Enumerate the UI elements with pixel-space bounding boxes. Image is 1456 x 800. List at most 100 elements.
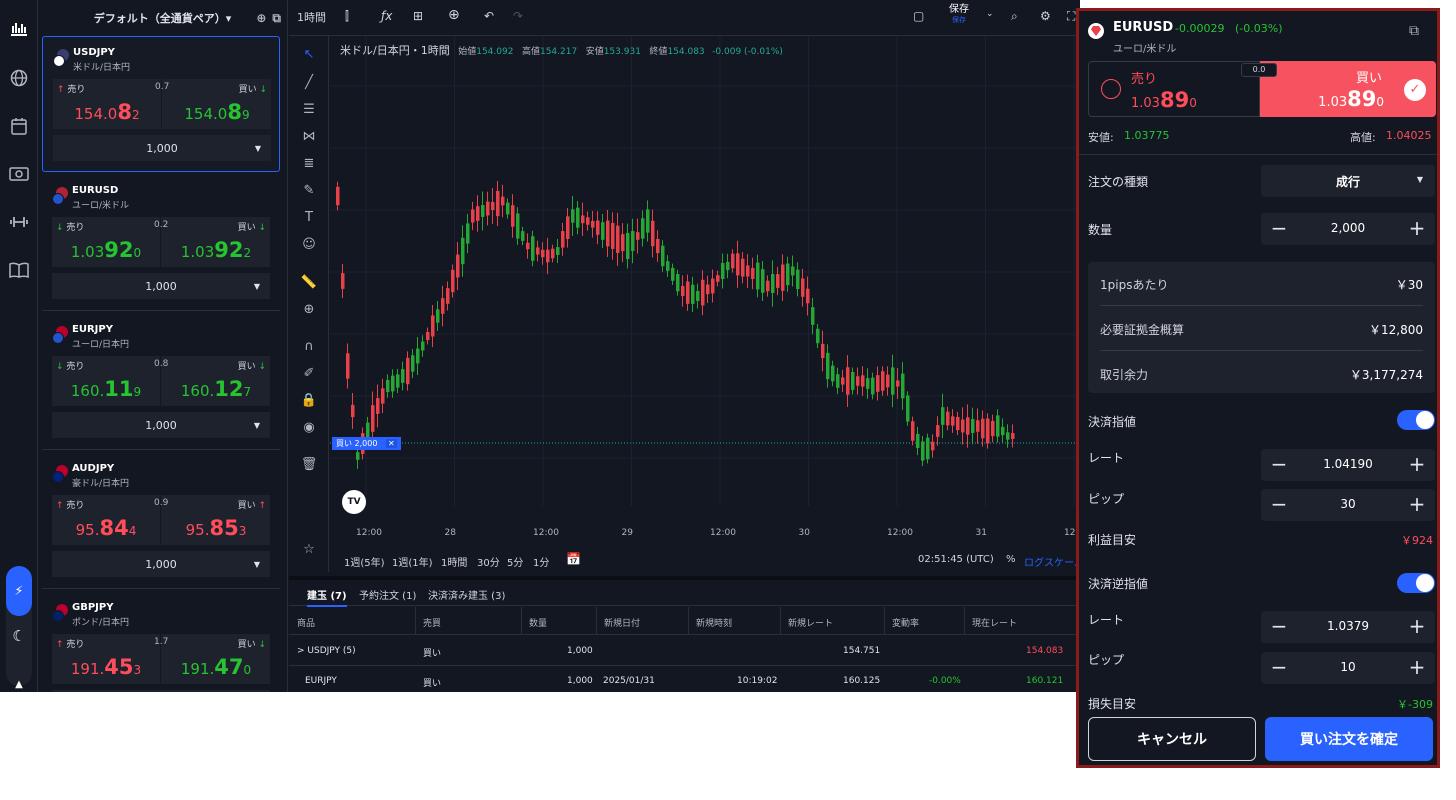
- plus-icon[interactable]: +: [1408, 614, 1426, 638]
- range-1h[interactable]: 1時間: [441, 558, 468, 569]
- star-icon[interactable]: ☆: [303, 541, 315, 557]
- stop-loss-toggle[interactable]: [1397, 573, 1435, 593]
- confirm-buy-button[interactable]: 買い注文を確定: [1265, 717, 1433, 761]
- add-circle-icon[interactable]: ⊕: [256, 11, 267, 25]
- tp-rate-value[interactable]: 1.04190: [1323, 457, 1373, 471]
- col-rate[interactable]: 新規レート: [788, 619, 834, 629]
- zoom-time-icon[interactable]: ⌕: [1011, 9, 1018, 23]
- candlestick-svg[interactable]: [330, 36, 1080, 550]
- plus-icon[interactable]: +: [1408, 216, 1426, 240]
- range-1w1y[interactable]: 1週(1年): [392, 558, 433, 569]
- bid-price-button[interactable]: 95.844: [52, 516, 160, 540]
- col-side[interactable]: 売買: [423, 619, 442, 629]
- trendline-icon[interactable]: ╱: [305, 74, 313, 90]
- bid-price-button[interactable]: 1.03920: [52, 238, 160, 262]
- watchlist-title[interactable]: デフォルト（全通貨ペア）▾: [93, 12, 232, 25]
- quantity-select[interactable]: 1,000▼: [52, 273, 270, 299]
- quantity-select[interactable]: 1,000▼: [53, 135, 271, 161]
- plus-icon[interactable]: +: [1408, 452, 1426, 476]
- quantity-select[interactable]: 1,000▼: [52, 690, 270, 692]
- quantity-select[interactable]: 1,000▼: [52, 551, 270, 577]
- tp-pip-value[interactable]: 30: [1340, 497, 1356, 511]
- bid-price-button[interactable]: 160.119: [52, 377, 160, 401]
- minus-icon[interactable]: −: [1270, 452, 1288, 476]
- fullscreen-box-icon[interactable]: ▢: [913, 9, 925, 23]
- gear-icon[interactable]: ⚙: [1040, 9, 1051, 23]
- order-line-label[interactable]: 買い 2,000 ✕: [332, 437, 401, 450]
- tab-open-positions[interactable]: 建玉 (7): [307, 587, 347, 607]
- bid-price-button[interactable]: 154.082: [53, 100, 161, 124]
- plus-icon[interactable]: +: [1408, 655, 1426, 679]
- layout-icon[interactable]: ⊞: [413, 9, 424, 23]
- brush-icon[interactable]: ✎: [303, 182, 315, 198]
- watchlist-card[interactable]: EURJPY ユーロ/日本円 ↓ 売り 0.8 買い ↓ 160.119 160…: [42, 314, 280, 450]
- text-icon[interactable]: T: [305, 209, 313, 225]
- price-chart[interactable]: 米ドル/日本円・1時間 始値154.092 高値154.217 安値153.93…: [330, 36, 1080, 550]
- lightning-icon[interactable]: ⚡: [6, 566, 32, 616]
- save-button[interactable]: 保存 保存: [949, 5, 969, 25]
- minus-icon[interactable]: −: [1270, 655, 1288, 679]
- order-type-select[interactable]: 成行 ▼: [1261, 165, 1435, 197]
- range-1w5y[interactable]: 1週(5年): [344, 558, 385, 569]
- chevron-up-icon[interactable]: ▲: [15, 678, 23, 690]
- minus-icon[interactable]: −: [1270, 614, 1288, 638]
- watchlist-card[interactable]: EURUSD ユーロ/米ドル ↓ 売り 0.2 買い ↓ 1.03920 1.0…: [42, 175, 280, 311]
- sl-rate-value[interactable]: 1.0379: [1327, 619, 1369, 633]
- candle-type-icon[interactable]: ⫿: [345, 9, 349, 23]
- col-time[interactable]: 新規時刻: [696, 619, 733, 629]
- range-30m[interactable]: 30分: [477, 558, 500, 569]
- globe-icon[interactable]: [7, 66, 31, 90]
- emoji-icon[interactable]: ☺: [302, 236, 316, 252]
- indicator-icon[interactable]: ƒx: [381, 9, 393, 23]
- chart-icon[interactable]: [7, 16, 31, 40]
- qty-stepper[interactable]: − 2,000 +: [1261, 213, 1435, 245]
- eye-icon[interactable]: ◉: [303, 419, 315, 435]
- take-profit-toggle[interactable]: [1397, 410, 1435, 430]
- cancel-button[interactable]: キャンセル: [1088, 717, 1256, 761]
- ask-price-button[interactable]: 1.03922: [162, 238, 270, 262]
- tab-pending-orders[interactable]: 予約注文 (1): [359, 591, 417, 602]
- save-dropdown-icon[interactable]: ⌄: [986, 9, 994, 19]
- col-current[interactable]: 現在レート: [972, 619, 1018, 629]
- popout-icon[interactable]: ⧉: [1409, 23, 1419, 39]
- book-icon[interactable]: [7, 258, 31, 282]
- sl-pip-stepper[interactable]: − 10 +: [1261, 652, 1435, 684]
- ask-price-button[interactable]: 154.089: [163, 100, 271, 124]
- watchlist-card[interactable]: AUDJPY 豪ドル/日本円 ↑ 売り 0.9 買い ↑ 95.844 95.8…: [42, 453, 280, 589]
- table-row[interactable]: > USDJPY (5) 買い 1,000 154.751 154.083: [289, 636, 1080, 666]
- percent-toggle[interactable]: %: [1006, 554, 1016, 565]
- minus-icon[interactable]: −: [1270, 216, 1288, 240]
- row-item[interactable]: EURJPY: [305, 676, 337, 686]
- sell-radio[interactable]: [1101, 79, 1121, 99]
- ask-price-button[interactable]: 95.853: [162, 516, 270, 540]
- tab-closed-positions[interactable]: 決済済み建玉 (3): [428, 591, 506, 602]
- table-row[interactable]: EURJPY 買い 1,000 2025/01/31 10:19:02 160.…: [289, 666, 1080, 692]
- expand-icon[interactable]: ⛶: [1067, 9, 1076, 23]
- log-scale-toggle[interactable]: ログスケール: [1024, 558, 1080, 569]
- plus-icon[interactable]: +: [1408, 492, 1426, 516]
- ask-price-button[interactable]: 191.470: [162, 655, 270, 679]
- dumbbell-icon[interactable]: [7, 210, 31, 234]
- undo-icon[interactable]: ↶: [484, 9, 495, 23]
- channel-icon[interactable]: ☰: [303, 101, 315, 117]
- close-icon[interactable]: ✕: [386, 439, 397, 448]
- watchlist-header[interactable]: デフォルト（全通貨ペア）▾ ⊕ ⧉: [38, 0, 287, 36]
- redo-icon[interactable]: ↷: [513, 9, 524, 23]
- magnet-icon[interactable]: ∩: [304, 338, 314, 354]
- watchlist-card[interactable]: USDJPY 米ドル/日本円 ↑ 売り 0.7 買い ↓ 154.082 154…: [42, 36, 280, 172]
- popout-icon[interactable]: ⧉: [272, 11, 281, 25]
- qty-value[interactable]: 2,000: [1330, 221, 1366, 235]
- utc-time[interactable]: 02:51:45 (UTC): [918, 554, 994, 565]
- sell-button[interactable]: 売り 1.03890: [1088, 61, 1260, 117]
- col-qty[interactable]: 数量: [529, 619, 548, 629]
- cursor-icon[interactable]: ↖: [303, 46, 315, 62]
- interval-button[interactable]: 1時間: [297, 11, 326, 24]
- watchlist-card[interactable]: GBPJPY ポンド/日本円 ↑ 売り 1.7 買い ↓ 191.453 191…: [42, 592, 280, 692]
- bid-price-button[interactable]: 191.453: [52, 655, 160, 679]
- trash-icon[interactable]: 🗑: [300, 456, 318, 472]
- lock-icon[interactable]: 🔒: [300, 392, 318, 408]
- range-5m[interactable]: 5分: [507, 558, 524, 569]
- sl-rate-stepper[interactable]: − 1.0379 +: [1261, 611, 1435, 643]
- quantity-select[interactable]: 1,000▼: [52, 412, 270, 438]
- add-icon[interactable]: ⊕: [448, 7, 460, 23]
